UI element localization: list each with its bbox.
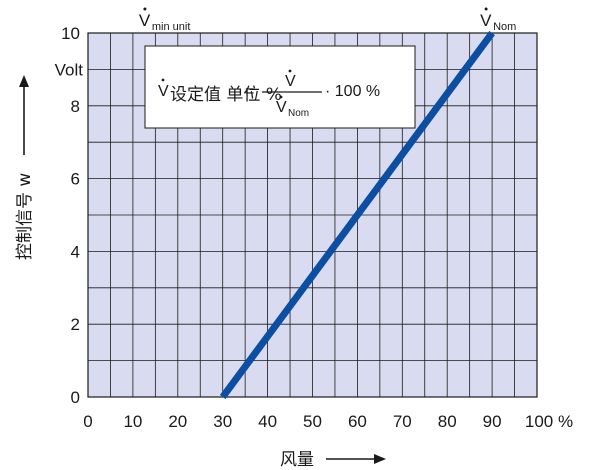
formula-lhs-symbol: V [158, 83, 169, 100]
y-axis-label-group: 控制信号 w [15, 75, 35, 260]
y-tick-label: 2 [71, 315, 80, 334]
x-axis-arrow-icon [374, 454, 386, 464]
formula-denominator: V [276, 99, 287, 116]
formula-tail: · 100 % [325, 83, 380, 100]
y-tick-label: 4 [71, 242, 80, 261]
formula-numerator-dot [288, 69, 292, 73]
v-nom-symbol: V [480, 11, 492, 30]
formula-numerator: V [285, 73, 296, 90]
x-tick-label: 30 [213, 412, 232, 431]
series-line [219, 30, 495, 400]
x-tick-label: 0 [83, 412, 92, 431]
x-axis-label: 风量 [280, 450, 314, 470]
v-min-dot [143, 7, 147, 11]
y-tick-label: 8 [71, 97, 80, 116]
x-tick-labels: 0 10 20 30 40 50 60 70 80 90 100 % [83, 412, 573, 431]
v-min-symbol: V [139, 11, 151, 30]
y-axis-arrow-icon [19, 75, 29, 87]
y-tick-labels: 0 2 4 6 8 10 [61, 24, 80, 407]
v-min-unit-annotation: V min unit [139, 7, 191, 33]
x-tick-label: 10 [123, 412, 142, 431]
formula-denominator-dot [279, 95, 283, 99]
x-tick-label: 70 [393, 412, 412, 431]
formula-denominator-subscript: Nom [288, 108, 309, 119]
y-unit-label: Volt [55, 60, 84, 79]
plot-frame [87, 32, 538, 398]
x-tick-label: 100 % [525, 412, 573, 431]
v-min-subscript: min unit [152, 21, 191, 33]
x-tick-label: 20 [168, 412, 187, 431]
x-tick-label: 40 [258, 412, 277, 431]
v-nom-dot [484, 7, 488, 11]
formula-lhs-subscript: 设定值 单位 % [170, 85, 282, 105]
formula-equals: = [245, 83, 254, 100]
y-tick-label: 10 [61, 24, 80, 43]
y-tick-label: 6 [71, 170, 80, 189]
formula-lhs-dot [161, 78, 165, 82]
x-tick-label: 50 [303, 412, 322, 431]
x-axis-label-group: 风量 [280, 450, 386, 470]
v-nom-annotation: V Nom [480, 7, 516, 33]
y-axis-label: 控制信号 w [15, 173, 35, 260]
y-tick-label: 0 [71, 388, 80, 407]
x-tick-label: 90 [483, 412, 502, 431]
v-nom-subscript: Nom [493, 21, 516, 33]
x-tick-label: 60 [348, 412, 367, 431]
x-tick-label: 80 [438, 412, 457, 431]
formula-box: V 设定值 单位 % = V V Nom · 100 % [144, 45, 416, 129]
